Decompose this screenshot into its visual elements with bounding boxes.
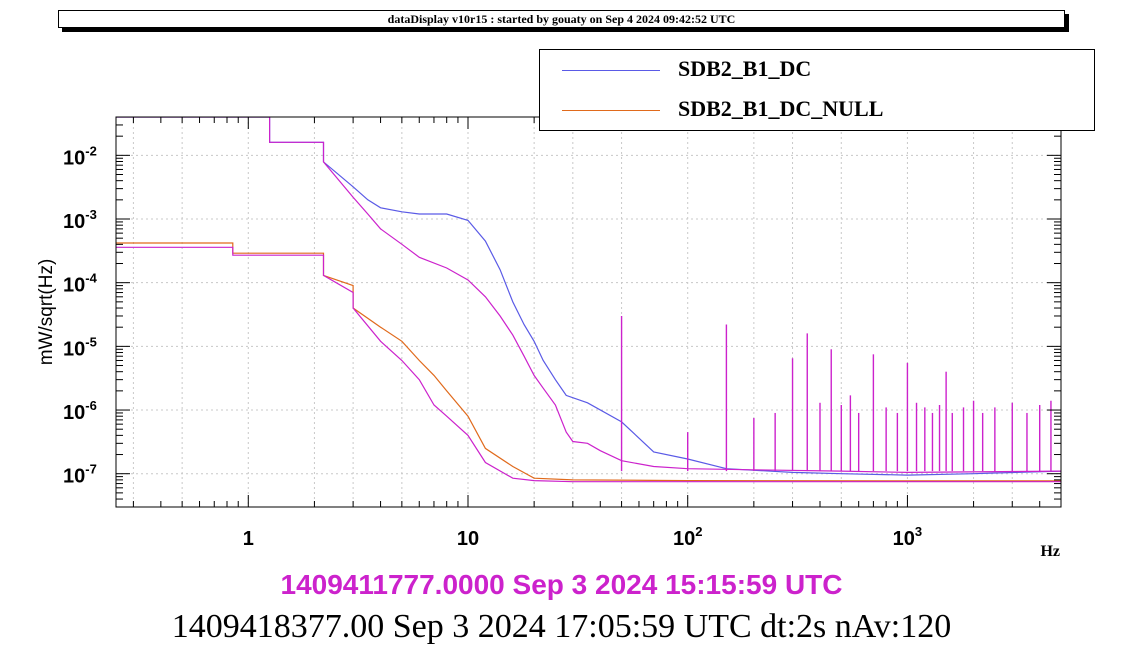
grid-layer [116, 117, 1062, 507]
y-axis-label: mW/sqrt(Hz) [36, 259, 57, 366]
series-line-0 [116, 117, 1061, 476]
x-axis-label: Hz [1040, 543, 1060, 560]
x-tick-label: 103 [893, 524, 922, 550]
legend-label-dc: SDB2_B1_DC [678, 56, 812, 81]
y-tick-label-exponent: -2 [85, 143, 97, 158]
y-tick-label-base: 10 [63, 147, 85, 169]
x-tick-label-base: 10 [893, 528, 915, 550]
legend-entry-dc-null: SDB2_B1_DC_NULL [540, 90, 1094, 130]
frame-layer [115, 116, 1062, 508]
window-title-bar: dataDisplay v10r15 : started by gouaty o… [58, 10, 1065, 28]
x-tick-label-base: 10 [457, 528, 479, 550]
series-line-3 [116, 246, 1061, 483]
legend: SDB2_B1_DC SDB2_B1_DC_NULL [539, 49, 1095, 131]
y-tick-label: 10-2 [63, 143, 97, 169]
y-tick-label: 10-7 [63, 462, 97, 488]
series-line-2 [116, 117, 1061, 474]
y-tick-label-base: 10 [63, 338, 85, 360]
x-tick-label-exponent: 3 [915, 524, 922, 539]
y-tick-label: 10-6 [63, 398, 97, 424]
x-tick-label: 102 [673, 524, 702, 550]
y-tick-label-exponent: -4 [85, 271, 97, 286]
window-title: dataDisplay v10r15 : started by gouaty o… [387, 12, 736, 26]
series-line-1 [116, 242, 1061, 482]
y-tick-label-base: 10 [63, 211, 85, 233]
y-tick-label-exponent: -3 [85, 207, 97, 222]
axis-labels: Hz mW/sqrt(Hz) 1 10 102 10310-210-310-410-5… [36, 143, 1060, 560]
series-layer [116, 117, 1061, 483]
x-tick-label-base: 1 [243, 528, 254, 550]
legend-entry-dc: SDB2_B1_DC [540, 50, 1094, 90]
plot-frame [115, 116, 1062, 508]
current-timestamp: 1409418377.00 Sep 3 2024 17:05:59 UTC dt… [171, 608, 952, 645]
y-tick-label: 10-5 [63, 334, 97, 360]
x-tick-label-base: 10 [673, 528, 695, 550]
y-tick-label: 10-4 [63, 271, 98, 297]
series-group [116, 117, 1061, 483]
y-tick-label-base: 10 [63, 466, 85, 488]
legend-swatch-dc [562, 70, 660, 71]
y-tick-label-exponent: -5 [85, 334, 97, 349]
legend-swatch-dc-null [562, 110, 660, 111]
y-tick-label-base: 10 [63, 402, 85, 424]
y-tick-label: 10-3 [63, 207, 97, 233]
x-tick-label: 10 [457, 528, 479, 550]
x-tick-label: 1 [243, 528, 254, 550]
y-tick-label-exponent: -7 [85, 462, 97, 477]
tick-layer [116, 116, 1062, 508]
reference-timestamp: 1409411777.0000 Sep 3 2024 15:15:59 UTC [280, 569, 843, 600]
legend-label-dc-null: SDB2_B1_DC_NULL [678, 96, 884, 121]
x-tick-label-exponent: 2 [695, 524, 702, 539]
y-tick-label-base: 10 [63, 275, 85, 297]
y-tick-label-exponent: -6 [85, 398, 97, 413]
